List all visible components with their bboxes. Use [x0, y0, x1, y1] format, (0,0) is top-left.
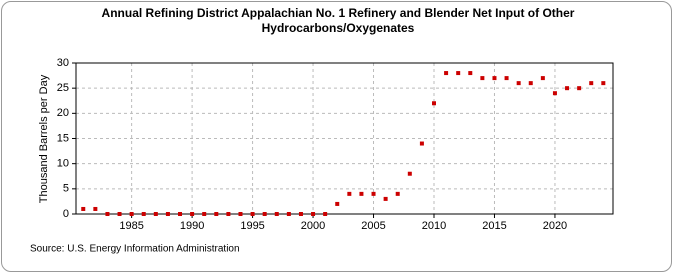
- x-tick-label: 1995: [240, 220, 264, 232]
- point: [117, 212, 122, 216]
- plot-border: [75, 62, 614, 215]
- x-tick-label: 2010: [422, 220, 446, 232]
- point: [468, 71, 473, 76]
- point: [93, 206, 98, 211]
- point: [540, 76, 545, 81]
- point: [552, 91, 557, 96]
- point: [214, 212, 219, 216]
- point: [274, 212, 279, 216]
- point: [286, 212, 291, 216]
- point: [504, 76, 509, 81]
- point: [335, 201, 340, 206]
- y-tick-label: 15: [57, 132, 69, 144]
- point: [129, 212, 134, 216]
- point: [419, 141, 424, 146]
- point: [323, 212, 328, 216]
- point: [516, 81, 521, 86]
- x-tick-label: 2015: [482, 220, 506, 232]
- x-tick-label: 2020: [543, 220, 567, 232]
- x-tick-label: 2000: [301, 220, 325, 232]
- x-tick-label: 1990: [180, 220, 204, 232]
- point: [528, 81, 533, 86]
- x-tick-label: 1985: [119, 220, 143, 232]
- y-tick-label: 20: [57, 107, 69, 119]
- point: [250, 212, 255, 216]
- point: [444, 71, 449, 76]
- source: Source: U.S. Energy Information Administ…: [30, 244, 240, 255]
- point: [262, 212, 267, 216]
- point: [359, 191, 364, 196]
- point: [238, 212, 243, 216]
- y-tick-label: 10: [57, 158, 69, 170]
- point: [432, 101, 436, 106]
- point: [153, 212, 158, 216]
- point: [456, 71, 461, 76]
- point: [492, 76, 497, 81]
- point: [577, 86, 582, 91]
- y-tick-label: 25: [57, 82, 69, 94]
- chart-frame: [1, 1, 672, 272]
- point: [371, 191, 376, 196]
- y-tick-label: 30: [57, 57, 69, 69]
- point: [190, 212, 195, 216]
- point: [407, 171, 412, 176]
- point: [298, 212, 303, 216]
- point: [565, 86, 570, 91]
- point: [589, 81, 594, 86]
- point: [480, 76, 485, 81]
- chart-title: Annual Refining District Appalachian No.…: [101, 6, 575, 35]
- point: [81, 206, 86, 211]
- point: [226, 212, 231, 216]
- point: [165, 212, 170, 216]
- point: [202, 212, 207, 216]
- point: [105, 212, 110, 216]
- y-axis-label: Thousand Barrels per Day: [38, 74, 50, 203]
- y-tick-label: 5: [63, 183, 69, 195]
- point: [178, 212, 183, 216]
- point: [383, 196, 388, 201]
- point: [311, 212, 316, 216]
- point: [395, 191, 400, 196]
- point: [141, 212, 146, 216]
- point: [601, 81, 606, 86]
- y-tick-label: 0: [63, 208, 69, 220]
- x-tick-label: 2005: [361, 220, 385, 232]
- point: [347, 191, 352, 196]
